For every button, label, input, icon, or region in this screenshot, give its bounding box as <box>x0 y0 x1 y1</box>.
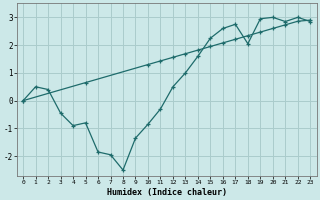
X-axis label: Humidex (Indice chaleur): Humidex (Indice chaleur) <box>107 188 227 197</box>
